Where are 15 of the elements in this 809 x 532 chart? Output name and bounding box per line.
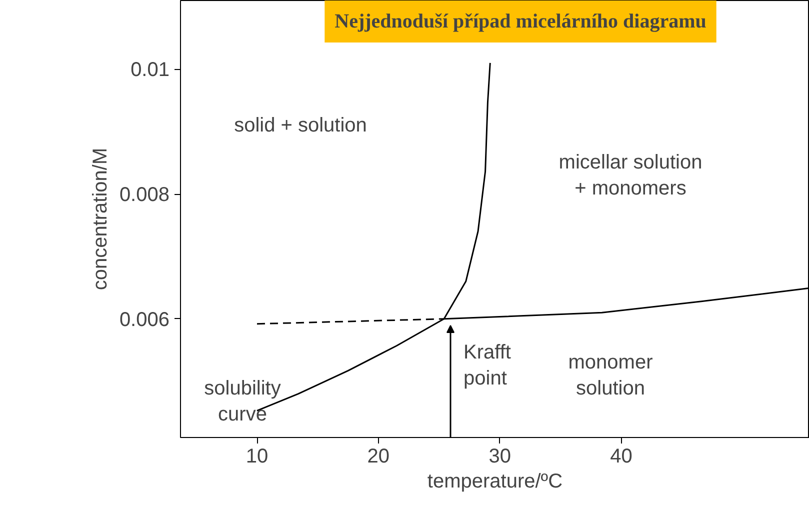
annotation: micellar solution + monomers: [558, 151, 702, 200]
annotation: solubility curve: [204, 377, 281, 426]
x-axis-title: temperature/ºC: [427, 470, 563, 492]
y-axis-title: concentration/M: [89, 148, 112, 290]
x-tick-label: 40: [610, 446, 632, 468]
x-tick-label: 20: [367, 446, 390, 468]
text: Nejjednoduší případ micelárního diagramu: [334, 10, 706, 32]
x-tick-label: 30: [488, 446, 511, 468]
annotation: solid + solution: [234, 114, 367, 136]
y-tick-label: 0.01: [130, 59, 170, 82]
y-tick-label: 0.008: [119, 184, 170, 206]
y-tick-label: 0.006: [119, 308, 170, 331]
annotation: Krafft point: [464, 341, 512, 390]
annotation: monomer solution: [568, 351, 654, 400]
x-tick-label: 10: [246, 446, 268, 468]
